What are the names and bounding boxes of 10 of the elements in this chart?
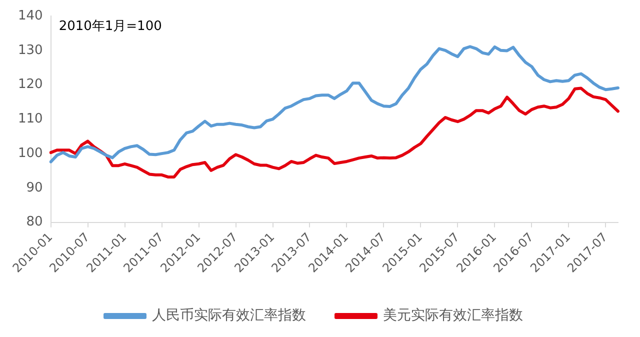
y-tick-label: 110	[18, 112, 43, 127]
legend-label: 人民币实际有效汇率指数	[152, 308, 306, 324]
y-tick-label: 100	[18, 146, 43, 161]
y-tick-label: 90	[26, 180, 43, 196]
annotation: 2010年1月=100	[58, 18, 162, 34]
y-tick-label: 80	[26, 214, 43, 230]
y-tick-label: 120	[18, 77, 43, 92]
y-tick-label: 130	[18, 42, 43, 58]
legend-label: 美元实际有效汇率指数	[383, 308, 523, 324]
y-tick-label: 140	[18, 8, 43, 24]
